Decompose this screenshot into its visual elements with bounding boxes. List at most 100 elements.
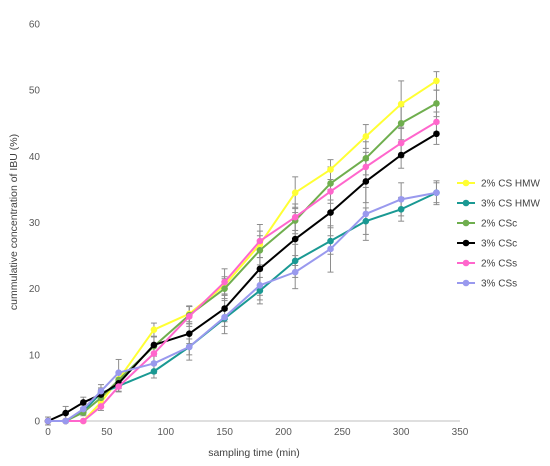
data-point (62, 409, 69, 417)
legend-swatch-marker (462, 199, 470, 207)
data-point (327, 188, 334, 195)
legend-item: 2% CSc (457, 219, 517, 230)
data-point (115, 369, 122, 376)
data-point (150, 341, 158, 349)
data-point (433, 118, 440, 126)
plot-area (44, 71, 460, 426)
y-tick-label: 50 (29, 86, 41, 97)
data-point (397, 205, 405, 213)
error-bars-series-3 (45, 122, 440, 426)
data-point (256, 265, 264, 273)
data-point (433, 189, 440, 197)
data-point (362, 178, 370, 185)
y-tick-label: 30 (29, 218, 41, 229)
series-line (48, 80, 438, 422)
x-tick-label: 200 (275, 427, 292, 438)
data-point (291, 235, 299, 243)
series-4 (44, 118, 440, 425)
data-point (44, 417, 52, 425)
data-point (150, 326, 158, 333)
data-point (433, 130, 440, 138)
series-5 (44, 189, 440, 425)
data-point (62, 417, 69, 425)
data-point (291, 268, 299, 276)
data-point (150, 350, 158, 357)
data-point (433, 100, 440, 107)
data-point (256, 282, 264, 289)
legend-label: 2% CS HMW (481, 179, 540, 190)
legend-label: 2% CSs (481, 259, 517, 270)
data-point (327, 245, 334, 253)
data-point (221, 305, 228, 312)
data-point (291, 213, 299, 221)
error-bars-series-0 (97, 71, 440, 407)
y-tick-label: 10 (29, 350, 41, 361)
legend-item: 2% CS HMW (457, 179, 540, 190)
data-point (80, 405, 87, 413)
x-tick-label: 250 (334, 427, 351, 438)
data-point (256, 287, 264, 294)
x-axis-ticks: 0 50 100 150 200 250 300 350 (45, 427, 469, 438)
legend-label: 3% CSs (481, 279, 517, 290)
series-line (47, 132, 437, 422)
legend-label: 3% CS HMW (481, 199, 540, 210)
data-point (397, 139, 405, 147)
data-point (433, 77, 440, 85)
data-point (397, 119, 405, 127)
y-tick-label: 20 (29, 284, 41, 295)
y-tick-label: 0 (34, 417, 40, 428)
x-tick-label: 50 (101, 427, 113, 438)
x-tick-label: 150 (216, 427, 233, 438)
data-point (221, 285, 228, 292)
data-point (80, 399, 87, 406)
series-line (48, 191, 437, 422)
data-point (327, 209, 334, 216)
data-point (97, 387, 105, 395)
legend: 2% CS HMW 3% CS HMW 2% CSc 3% CSc 2% CSs 3% C… (457, 179, 540, 290)
data-point (221, 278, 228, 286)
series-3 (44, 130, 440, 425)
data-point (150, 360, 158, 367)
data-point (327, 237, 334, 245)
legend-label: 3% CSc (481, 239, 517, 250)
data-point (362, 163, 370, 171)
data-point (185, 343, 193, 351)
data-point (80, 417, 87, 425)
error-bars-series-5 (80, 180, 440, 414)
legend-item: 3% CSs (457, 279, 517, 290)
data-point (362, 133, 370, 140)
y-axis-title: cummulative concentration of IBU (%) (8, 134, 20, 310)
legend-swatch-marker (462, 239, 470, 247)
data-point (291, 189, 299, 197)
y-tick-label: 40 (29, 152, 41, 163)
x-tick-label: 350 (452, 427, 469, 438)
data-point (150, 368, 158, 375)
data-point (256, 237, 264, 245)
data-point (185, 330, 193, 337)
y-axis-ticks: 0 10 20 30 40 50 60 (29, 20, 41, 428)
data-point (397, 100, 405, 108)
legend-item: 2% CSs (457, 259, 517, 270)
data-point (115, 383, 122, 390)
x-axis-title: sampling time (min) (208, 447, 300, 459)
data-point (327, 166, 334, 173)
series-line (48, 121, 437, 422)
data-point (362, 210, 370, 218)
x-tick-label: 100 (157, 427, 174, 438)
data-point (256, 246, 264, 254)
series-0 (44, 77, 440, 425)
data-point (397, 196, 405, 203)
data-point (97, 403, 105, 410)
data-point (221, 313, 228, 321)
data-point (397, 151, 405, 159)
x-tick-label: 0 (45, 427, 51, 438)
legend-swatch-marker (462, 259, 470, 267)
legend-item: 3% CS HMW (457, 199, 540, 210)
data-point (327, 180, 334, 187)
data-point (362, 155, 370, 162)
legend-swatch-marker (462, 219, 470, 227)
legend-item: 3% CSc (457, 239, 517, 250)
x-tick-label: 300 (393, 427, 410, 438)
data-point (362, 217, 370, 225)
